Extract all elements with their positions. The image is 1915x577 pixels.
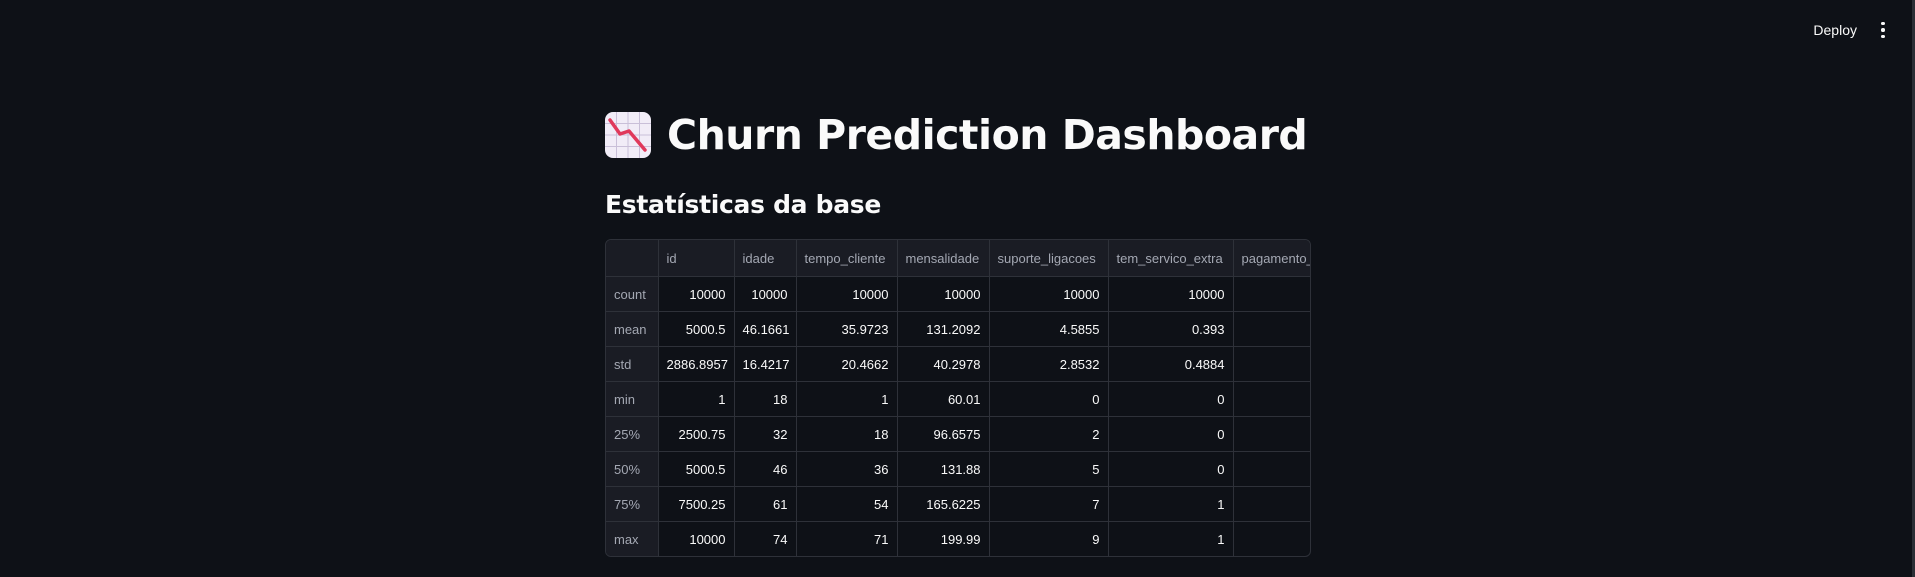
table-cell[interactable]: 10000 — [989, 276, 1109, 312]
section-title: Estatísticas da base — [605, 190, 882, 219]
table-cell[interactable]: 2500.75 — [658, 416, 735, 452]
table-cell[interactable]: 36 — [796, 451, 898, 487]
vertical-dots-icon — [1881, 21, 1885, 26]
column-header[interactable]: mensalidade — [897, 240, 990, 277]
table-row: mean 5000.5 46.1661 35.9723 131.2092 4.5… — [606, 311, 1310, 347]
table-cell[interactable]: 0 — [1108, 381, 1234, 417]
table-cell[interactable]: 96.6575 — [897, 416, 990, 452]
table-cell[interactable]: 10000 — [897, 276, 990, 312]
table-cell[interactable]: 61 — [734, 486, 797, 522]
table-cell[interactable]: 1 — [796, 381, 898, 417]
table-cell[interactable] — [1233, 311, 1310, 347]
table-cell[interactable]: 5000.5 — [658, 311, 735, 347]
table-cell[interactable] — [1233, 276, 1310, 312]
row-header: std — [606, 346, 659, 382]
table-cell[interactable]: 46 — [734, 451, 797, 487]
table-row: 25% 2500.75 32 18 96.6575 2 0 — [606, 416, 1310, 452]
table-cell[interactable]: 60.01 — [897, 381, 990, 417]
table-cell[interactable]: 71 — [796, 521, 898, 556]
row-header: 25% — [606, 416, 659, 452]
table-cell[interactable]: 2.8532 — [989, 346, 1109, 382]
table-cell[interactable]: 5 — [989, 451, 1109, 487]
table-cell[interactable]: 40.2978 — [897, 346, 990, 382]
main-menu-button[interactable] — [1871, 16, 1895, 44]
table-cell[interactable]: 10000 — [796, 276, 898, 312]
table-cell[interactable]: 131.88 — [897, 451, 990, 487]
row-header: max — [606, 521, 659, 556]
stats-table: id idade tempo_cliente mensalidade supor… — [606, 240, 1310, 556]
table-cell[interactable]: 35.9723 — [796, 311, 898, 347]
deploy-button[interactable]: Deploy — [1803, 16, 1867, 44]
table-cell[interactable] — [1233, 416, 1310, 452]
table-cell[interactable]: 10000 — [658, 521, 735, 556]
column-header[interactable]: id — [658, 240, 735, 277]
table-cell[interactable]: 10000 — [1108, 276, 1234, 312]
table-cell[interactable] — [1233, 346, 1310, 382]
table-row: min 1 18 1 60.01 0 0 — [606, 381, 1310, 417]
stats-table-container[interactable]: id idade tempo_cliente mensalidade supor… — [605, 239, 1311, 557]
table-cell[interactable] — [1233, 381, 1310, 417]
table-cell[interactable]: 5000.5 — [658, 451, 735, 487]
row-header: mean — [606, 311, 659, 347]
table-cell[interactable] — [1233, 451, 1310, 487]
table-cell[interactable]: 0 — [989, 381, 1109, 417]
table-cell[interactable]: 2 — [989, 416, 1109, 452]
table-cell[interactable]: 1 — [658, 381, 735, 417]
table-header-row: id idade tempo_cliente mensalidade supor… — [606, 240, 1310, 277]
table-cell[interactable]: 0.4884 — [1108, 346, 1234, 382]
table-row: count 10000 10000 10000 10000 10000 1000… — [606, 276, 1310, 312]
table-cell[interactable]: 131.2092 — [897, 311, 990, 347]
table-cell[interactable]: 0.393 — [1108, 311, 1234, 347]
row-header: 75% — [606, 486, 659, 522]
table-cell[interactable]: 32 — [734, 416, 797, 452]
table-cell[interactable]: 18 — [796, 416, 898, 452]
column-header[interactable]: tempo_cliente — [796, 240, 898, 277]
row-header: min — [606, 381, 659, 417]
table-row: 50% 5000.5 46 36 131.88 5 0 — [606, 451, 1310, 487]
table-cell[interactable]: 10000 — [734, 276, 797, 312]
column-header[interactable]: pagamento_ — [1233, 240, 1310, 277]
table-cell[interactable]: 9 — [989, 521, 1109, 556]
table-cell[interactable]: 10000 — [658, 276, 735, 312]
top-toolbar: Deploy — [0, 0, 1915, 60]
table-cell[interactable] — [1233, 486, 1310, 522]
chart-decreasing-icon — [605, 112, 651, 158]
table-cell[interactable]: 1 — [1108, 486, 1234, 522]
table-cell[interactable] — [1233, 522, 1310, 557]
table-row: max 10000 74 71 199.99 9 1 — [606, 521, 1310, 557]
column-header — [606, 240, 659, 277]
table-cell[interactable]: 54 — [796, 486, 898, 522]
row-header: 50% — [606, 451, 659, 487]
table-cell[interactable]: 7500.25 — [658, 486, 735, 522]
table-cell[interactable]: 18 — [734, 381, 797, 417]
vertical-dots-icon — [1881, 34, 1885, 39]
table-cell[interactable]: 4.5855 — [989, 311, 1109, 347]
main-content: Churn Prediction Dashboard Estatísticas … — [605, 100, 1311, 557]
table-cell[interactable]: 1 — [1108, 521, 1234, 556]
table-row: 75% 7500.25 61 54 165.6225 7 1 — [606, 486, 1310, 522]
table-cell[interactable]: 7 — [989, 486, 1109, 522]
table-cell[interactable]: 74 — [734, 521, 797, 556]
table-row: std 2886.8957 16.4217 20.4662 40.2978 2.… — [606, 346, 1310, 382]
table-cell[interactable]: 0 — [1108, 451, 1234, 487]
column-header[interactable]: suporte_ligacoes — [989, 240, 1109, 277]
vertical-dots-icon — [1881, 28, 1885, 32]
table-cell[interactable]: 0 — [1108, 416, 1234, 452]
table-cell[interactable]: 46.1661 — [734, 311, 797, 347]
row-header: count — [606, 276, 659, 312]
table-cell[interactable]: 16.4217 — [734, 346, 797, 382]
table-cell[interactable]: 2886.8957 — [658, 346, 735, 382]
page-scrollbar[interactable] — [1912, 0, 1915, 577]
column-header[interactable]: idade — [734, 240, 797, 277]
table-cell[interactable]: 199.99 — [897, 521, 990, 556]
page-title: Churn Prediction Dashboard — [667, 110, 1308, 159]
table-cell[interactable]: 165.6225 — [897, 486, 990, 522]
table-cell[interactable]: 20.4662 — [796, 346, 898, 382]
column-header[interactable]: tem_servico_extra — [1108, 240, 1234, 277]
title-row: Churn Prediction Dashboard — [605, 100, 1311, 170]
